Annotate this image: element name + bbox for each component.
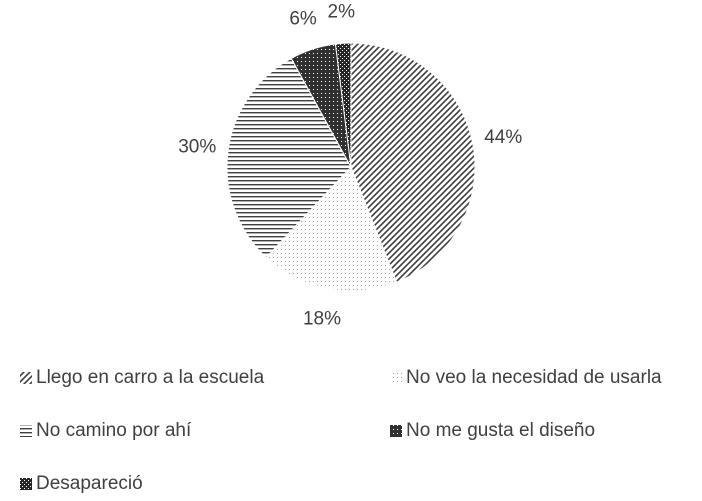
pie-slice (265, 166, 398, 292)
legend-swatch (390, 425, 402, 437)
legend-label: Desapareció (36, 473, 143, 494)
legend-swatch (20, 478, 32, 490)
data-label: 44% (484, 127, 522, 148)
legend-swatch (20, 425, 32, 437)
pie-slice (226, 57, 352, 259)
legend-label: Llego en carro a la escuela (36, 367, 265, 388)
legend-label: No camino por ahí (36, 420, 192, 441)
data-label: 18% (303, 308, 341, 329)
data-label: 2% (328, 1, 356, 22)
legend-swatch (390, 372, 402, 384)
pie-slice (350, 42, 476, 283)
data-label: 30% (178, 137, 216, 158)
data-label: 6% (289, 9, 317, 30)
legend-swatch (20, 372, 32, 384)
pie-slice (334, 42, 352, 168)
legend-label: No me gusta el diseño (406, 420, 595, 441)
legend-label: No veo la necesidad de usarla (406, 367, 662, 388)
